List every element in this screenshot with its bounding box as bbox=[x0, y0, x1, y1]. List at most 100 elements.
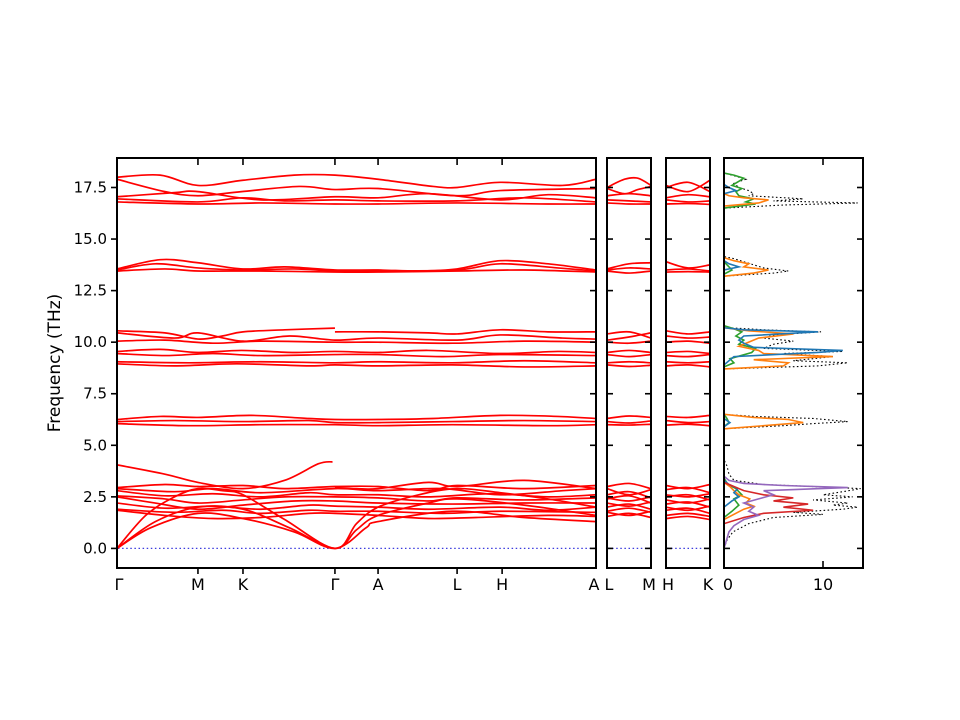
phonon-band-line bbox=[607, 487, 651, 496]
partial-dos-blue-curve bbox=[724, 173, 843, 549]
kpoint-label: L bbox=[453, 575, 462, 594]
phonon-band-line bbox=[607, 202, 651, 205]
phonon-band-line bbox=[117, 494, 596, 504]
phonon-band-line bbox=[666, 512, 710, 518]
kpoint-label: M bbox=[642, 575, 656, 594]
y-tick-label: 0.0 bbox=[83, 539, 107, 557]
kpoint-label: H bbox=[496, 575, 508, 594]
phonon-band-line bbox=[607, 494, 651, 504]
phonon-band-line bbox=[607, 482, 651, 490]
phonon-band-line bbox=[607, 349, 651, 354]
y-tick-label: 10.0 bbox=[74, 333, 107, 351]
phonon-band-line bbox=[607, 364, 651, 368]
phonon-band-line bbox=[666, 486, 710, 494]
phonon-band-line bbox=[117, 339, 596, 345]
phonon-band-line bbox=[666, 193, 710, 199]
phonon-band-line bbox=[666, 260, 710, 269]
phonon-band-line bbox=[607, 510, 651, 517]
phonon-band-line bbox=[607, 501, 651, 507]
phonon-band-line bbox=[666, 505, 710, 512]
partial-dos-purple-curve bbox=[724, 173, 848, 549]
phonon-band-line bbox=[666, 423, 710, 427]
phonon-band-line bbox=[117, 414, 596, 421]
phonon-band-line bbox=[607, 332, 651, 341]
phonon-band-line bbox=[666, 199, 710, 203]
phonon-band-line bbox=[607, 353, 651, 358]
y-tick-label: 5.0 bbox=[83, 436, 107, 454]
phonon-band-line bbox=[666, 515, 710, 521]
phonon-band-line bbox=[666, 268, 710, 272]
phonon-band-line bbox=[117, 268, 596, 274]
phonon-band-line bbox=[607, 507, 651, 514]
kpoint-label: A bbox=[373, 575, 384, 594]
y-tick-label: 17.5 bbox=[74, 178, 107, 196]
phonon-band-line bbox=[117, 487, 596, 496]
phonon-band-line bbox=[666, 353, 710, 358]
phonon-band-line bbox=[607, 199, 651, 203]
phonon-band-line bbox=[607, 423, 651, 426]
kpoint-label: A bbox=[589, 575, 600, 594]
phonon-band-line bbox=[666, 483, 710, 490]
phonon-band-line bbox=[666, 350, 710, 355]
phonon-band-line bbox=[607, 185, 651, 195]
phonon-band-line bbox=[607, 340, 651, 345]
phonon-band-line bbox=[607, 261, 651, 270]
total-dos-curve bbox=[724, 172, 861, 549]
phonon-band-line bbox=[117, 178, 596, 197]
kpoint-label: Γ bbox=[115, 575, 124, 594]
phonon-band-line bbox=[117, 489, 596, 498]
y-tick-label: 2.5 bbox=[83, 488, 107, 506]
kpoint-label: L bbox=[605, 575, 614, 594]
phonon-band-line bbox=[117, 348, 596, 355]
phonon-band-line bbox=[666, 419, 710, 424]
phonon-band-line bbox=[666, 501, 710, 508]
phonon-band-line bbox=[666, 360, 710, 364]
phonon-band-line bbox=[117, 262, 596, 273]
phonon-band-line bbox=[666, 181, 710, 193]
phonon-band-line bbox=[666, 363, 710, 368]
axes-frame-bands-H-K bbox=[665, 157, 711, 569]
phonon-band-line bbox=[666, 329, 710, 335]
phonon-band-line bbox=[117, 173, 596, 189]
phonon-band-line bbox=[117, 483, 596, 492]
phonon-band-line bbox=[117, 201, 596, 205]
phonon-band-line bbox=[607, 330, 651, 339]
phonon-band-line bbox=[117, 332, 596, 342]
phonon-band-line bbox=[607, 192, 651, 197]
y-tick-label: 7.5 bbox=[83, 385, 107, 403]
phonon-band-line bbox=[666, 507, 710, 515]
phonon-band-line bbox=[607, 360, 651, 364]
phonon-band-line bbox=[607, 267, 651, 271]
phonon-band-line bbox=[117, 460, 333, 490]
phonon-band-line bbox=[666, 335, 710, 339]
kpoint-label: Γ bbox=[330, 575, 339, 594]
phonon-band-line bbox=[666, 414, 710, 419]
phonon-band-line bbox=[117, 352, 596, 358]
phonon-band-line bbox=[117, 510, 596, 550]
kpoint-label: H bbox=[662, 575, 674, 594]
phonon-band-line bbox=[117, 359, 596, 364]
partial-dos-orange-curve bbox=[724, 173, 833, 549]
kpoint-label: M bbox=[191, 575, 205, 594]
kpoint-label: K bbox=[703, 575, 714, 594]
phonon-band-line bbox=[117, 258, 596, 272]
phonon-band-line bbox=[117, 422, 596, 427]
y-tick-label: 12.5 bbox=[74, 282, 107, 300]
y-tick-label: 15.0 bbox=[74, 230, 107, 248]
axes-frame-bands-L-M bbox=[606, 157, 652, 569]
phonon-band-line bbox=[117, 509, 596, 520]
phonon-band-line bbox=[607, 270, 651, 274]
phonon-band-line bbox=[666, 340, 710, 345]
phonon-band-line bbox=[666, 498, 710, 504]
phonon-band-line bbox=[607, 415, 651, 420]
phonon-band-line bbox=[117, 362, 596, 368]
kpoint-label: K bbox=[238, 575, 249, 594]
axes-frame-bands-main bbox=[116, 157, 597, 569]
dos-x-tick-label: 0 bbox=[723, 575, 733, 594]
phonon-band-line bbox=[334, 328, 596, 335]
phonon-band-line bbox=[607, 503, 651, 511]
phonon-band-line bbox=[117, 196, 596, 203]
phonon-band-line bbox=[607, 420, 651, 424]
axes-frame-dos bbox=[723, 157, 864, 569]
